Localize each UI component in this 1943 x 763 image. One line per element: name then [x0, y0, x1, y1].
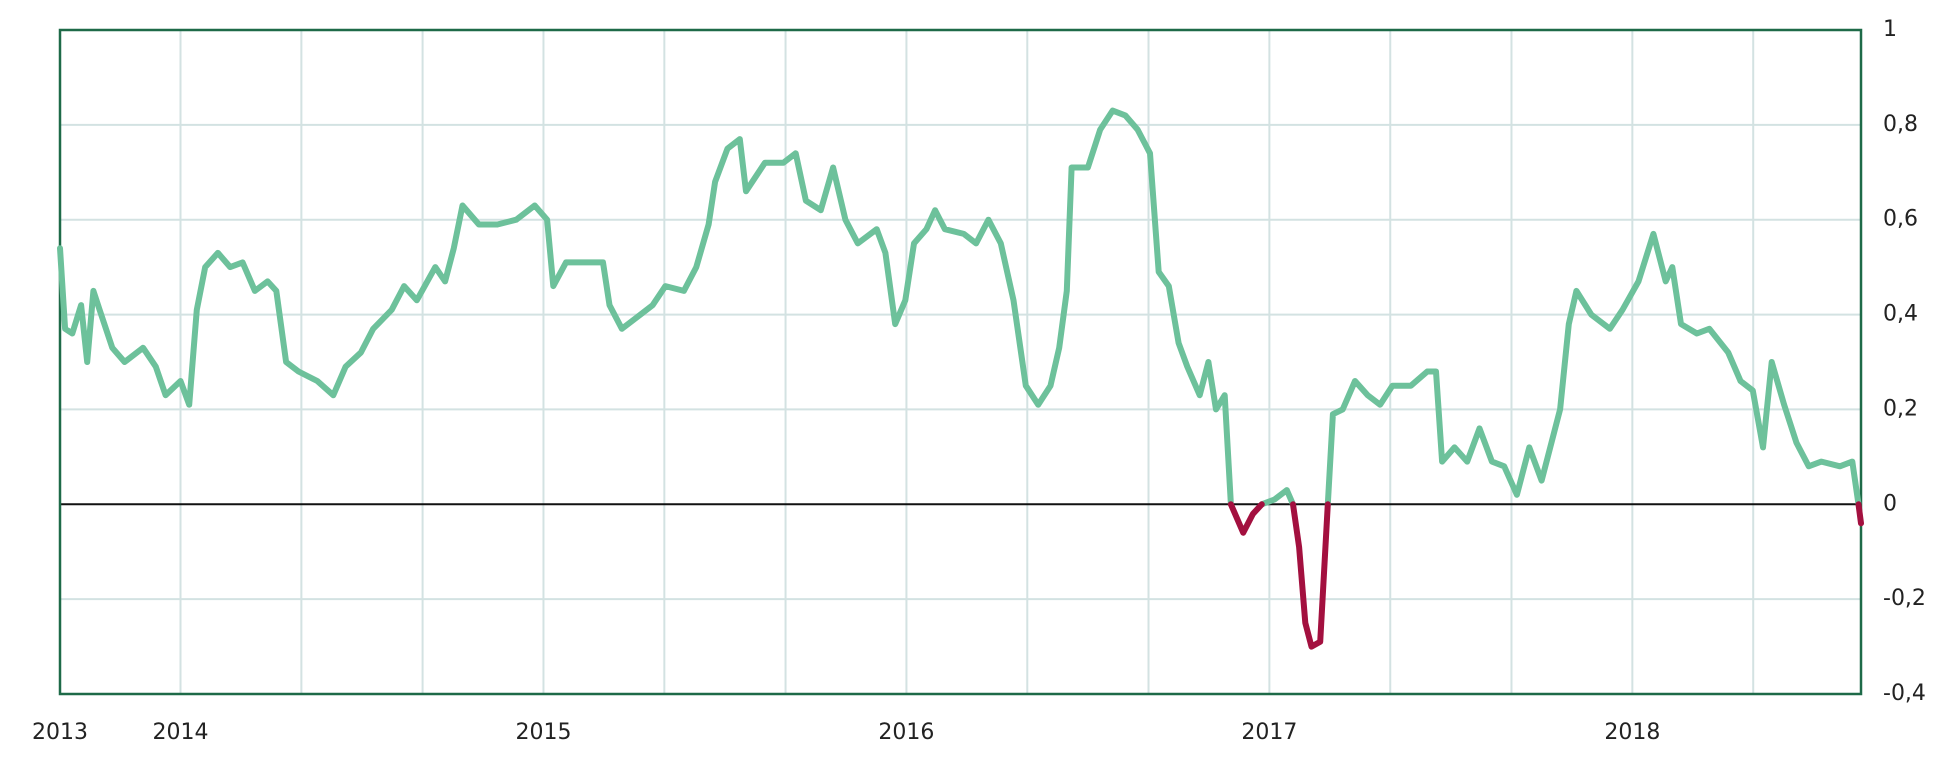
- line-series: [57, 107, 1862, 508]
- line-series: [1227, 501, 1864, 650]
- y-tick-label: 0,2: [1883, 396, 1918, 421]
- y-tick-label: -0,4: [1883, 681, 1926, 706]
- y-tick-label: 0,4: [1883, 302, 1918, 327]
- y-tick-label: 0: [1883, 491, 1897, 516]
- x-tick-label: 2017: [1241, 720, 1297, 745]
- y-tick-label: 0,6: [1883, 207, 1918, 232]
- x-tick-label: 2015: [515, 720, 571, 745]
- y-tick-label: 1: [1883, 17, 1897, 42]
- y-tick-label: 0,8: [1883, 112, 1918, 137]
- x-tick-label: 2014: [153, 720, 209, 745]
- y-tick-label: -0,2: [1883, 586, 1926, 611]
- plot-border: [58, 28, 1863, 696]
- x-tick-label: 2018: [1604, 720, 1660, 745]
- x-tick-label: 2016: [878, 720, 934, 745]
- x-tick-label: 2013: [32, 720, 88, 745]
